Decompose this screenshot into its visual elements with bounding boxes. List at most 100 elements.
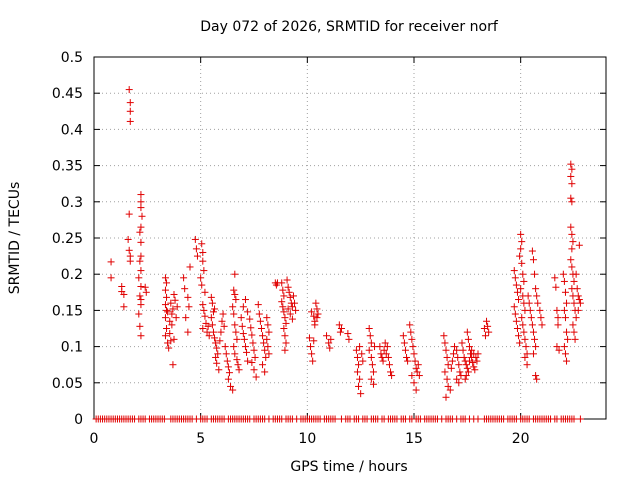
data-point	[352, 346, 360, 354]
data-point	[265, 328, 273, 336]
data-point	[552, 283, 560, 291]
data-point	[528, 321, 536, 329]
data-point	[135, 274, 143, 282]
data-point	[169, 305, 177, 313]
data-point	[510, 267, 518, 275]
data-point	[230, 310, 238, 318]
data-point	[525, 299, 533, 307]
data-point	[533, 375, 541, 383]
data-point	[231, 270, 239, 278]
data-point	[126, 99, 134, 107]
data-point	[465, 357, 473, 365]
data-point	[568, 230, 576, 238]
x-tick-label: 20	[512, 431, 530, 447]
data-point	[561, 314, 569, 322]
data-point	[410, 350, 418, 358]
data-point	[533, 292, 541, 300]
data-point	[248, 331, 256, 339]
data-point	[353, 368, 361, 376]
data-point	[217, 328, 225, 336]
data-point	[165, 344, 173, 352]
data-point	[356, 375, 364, 383]
data-point	[211, 305, 219, 313]
data-point	[233, 356, 241, 364]
y-tick-label: 0.5	[61, 50, 83, 66]
data-point	[255, 310, 263, 318]
data-point	[380, 346, 388, 354]
data-point	[244, 357, 252, 365]
data-point	[170, 335, 178, 343]
data-point	[138, 212, 146, 220]
data-point	[203, 328, 211, 336]
data-point	[570, 328, 578, 336]
data-point	[107, 274, 115, 282]
y-tick-label: 0.45	[52, 86, 83, 102]
data-point	[205, 332, 213, 340]
data-point	[282, 339, 290, 347]
data-point	[485, 328, 493, 336]
y-tick-label: 0.2	[61, 267, 83, 283]
data-point	[518, 259, 526, 267]
data-point	[278, 279, 286, 287]
data-point	[524, 292, 532, 300]
data-point	[534, 299, 542, 307]
data-point	[385, 361, 393, 369]
data-point	[365, 325, 373, 332]
data-point	[126, 257, 134, 265]
data-point	[137, 332, 145, 340]
data-point	[137, 301, 145, 309]
data-point	[441, 368, 449, 376]
data-point	[369, 380, 377, 388]
y-tick-label: 0.25	[52, 231, 83, 247]
y-tick-label: 0.1	[61, 340, 83, 356]
data-point	[568, 165, 576, 173]
data-point	[563, 357, 571, 365]
data-point	[576, 299, 584, 307]
data-point	[527, 314, 535, 322]
data-point	[560, 306, 568, 314]
data-point	[572, 314, 580, 322]
data-point	[515, 296, 523, 304]
data-point	[561, 288, 569, 296]
data-point	[327, 335, 335, 343]
data-point	[308, 350, 316, 358]
data-point	[471, 366, 479, 374]
data-point	[574, 292, 582, 300]
data-point	[358, 350, 366, 358]
data-point	[560, 277, 568, 285]
data-point	[289, 292, 297, 300]
data-point	[367, 339, 375, 347]
data-point	[412, 364, 420, 372]
data-point	[166, 317, 174, 325]
data-point	[232, 296, 240, 304]
data-point	[207, 314, 215, 322]
data-point	[212, 339, 220, 347]
data-point	[193, 252, 201, 260]
data-point	[201, 312, 209, 320]
data-point	[136, 292, 144, 300]
data-point	[171, 296, 179, 304]
data-point	[378, 353, 386, 361]
data-point	[219, 310, 227, 318]
data-point	[555, 346, 563, 354]
data-point	[453, 346, 461, 354]
data-point	[536, 306, 544, 314]
data-point	[554, 321, 562, 329]
data-point	[356, 343, 364, 351]
data-point	[170, 290, 178, 298]
data-point	[563, 328, 571, 336]
data-point	[464, 335, 472, 343]
data-point	[224, 363, 232, 371]
data-point	[231, 350, 239, 358]
chart-title: Day 072 of 2026, SRMTID for receiver nor…	[200, 19, 499, 35]
data-point	[537, 314, 545, 322]
data-point	[257, 325, 265, 332]
data-point	[511, 274, 519, 282]
data-point	[163, 325, 171, 332]
data-point	[441, 339, 449, 347]
data-point	[572, 270, 580, 278]
data-point	[199, 248, 207, 256]
x-axis-ticks: 0 5 10 15 20	[90, 57, 530, 447]
data-point	[519, 321, 527, 329]
data-point	[259, 361, 267, 369]
